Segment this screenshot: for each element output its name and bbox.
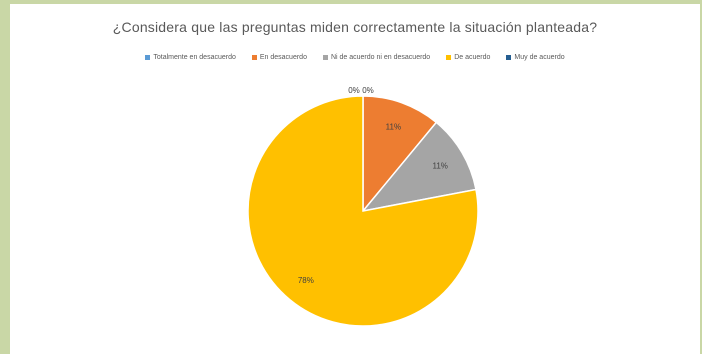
legend-swatch <box>145 55 151 60</box>
pie-chart: 0% 11% 11% 78% 0% <box>247 86 479 327</box>
pie-slice <box>247 95 479 327</box>
legend-item-muy-de-acuerdo: Muy de acuerdo <box>506 54 565 61</box>
legend-label: Ni de acuerdo ni en desacuerdo <box>330 54 431 61</box>
pie-slice <box>361 121 477 213</box>
legend-label: De acuerdo <box>454 54 491 61</box>
chart-container: ¿Considera que las preguntas miden corre… <box>10 4 700 354</box>
legend-item-de-acuerdo: De acuerdo <box>446 54 490 61</box>
slice-data-label: 0% <box>348 86 360 95</box>
slice-data-label: 78% <box>298 276 314 285</box>
legend-item-totalmente-en-desacuerdo: Totalmente en desacuerdo <box>145 54 236 61</box>
chart-legend: Totalmente en desacuerdo En desacuerdo N… <box>10 54 700 61</box>
pie-slice <box>362 95 438 214</box>
legend-label: En desacuerdo <box>259 54 307 61</box>
legend-item-en-desacuerdo: En desacuerdo <box>251 54 307 61</box>
legend-swatch <box>251 55 257 60</box>
slice-data-label: 0% <box>362 86 374 95</box>
slice-data-label: 11% <box>432 161 447 170</box>
legend-label: Totalmente en desacuerdo <box>153 54 236 61</box>
legend-swatch <box>506 55 512 60</box>
chart-title: ¿Considera que las preguntas miden corre… <box>112 19 598 35</box>
legend-item-ni-de-acuerdo-ni-en-desacuerdo: Ni de acuerdo ni en desacuerdo <box>322 54 431 61</box>
legend-swatch <box>322 55 328 60</box>
legend-label: Muy de acuerdo <box>514 54 565 61</box>
legend-swatch <box>446 55 452 60</box>
slice-data-label: 11% <box>386 123 401 132</box>
